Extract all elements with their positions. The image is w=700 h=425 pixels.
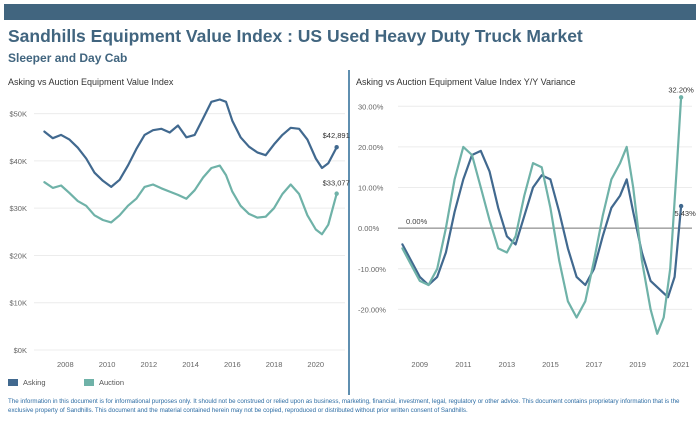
x-tick-label: 2016 [224,360,241,369]
y-tick-label: $50K [9,110,27,119]
y-tick-label: -10.00% [358,265,386,274]
y-tick-label: 0.00% [358,224,380,233]
series-line-auction [43,164,338,236]
x-tick-label: 2019 [629,360,646,369]
disclaimer-text: The information in this document is for … [8,398,680,414]
series-end-point-asking [678,203,684,209]
y-tick-label: 10.00% [358,184,384,193]
x-tick-label: 2015 [542,360,559,369]
legend-auction-label: Auction [99,378,125,387]
series-line-asking [401,149,683,299]
series-end-point-auction [678,95,684,100]
series-end-point-asking [334,145,339,150]
x-tick-label: 2020 [307,360,324,369]
y-tick-label: $10K [9,299,27,308]
y-tick-label: 30.00% [358,102,384,111]
x-tick-label: 2018 [266,360,283,369]
x-tick-label: 2009 [411,360,428,369]
y-tick-label: $40K [9,157,27,166]
x-tick-label: 2010 [99,360,116,369]
header-bar [4,4,696,20]
x-tick-label: 2017 [586,360,603,369]
end-value-label: 5.43% [674,209,696,218]
x-tick-label: 2014 [182,360,199,369]
series-line-auction [401,96,683,335]
y-tick-label: $0K [14,346,27,355]
legend-asking-label: Asking [23,378,46,387]
series-line-asking [43,98,338,188]
end-value-label: $33,077 [323,179,350,188]
legend-asking-swatch [8,379,18,386]
zero-line-label: 0.00% [406,217,428,226]
right-chart-title: Asking vs Auction Equipment Value Index … [356,77,576,87]
y-tick-label: $30K [9,204,27,213]
x-tick-label: 2021 [673,360,690,369]
yoy-variance-chart: -20.00% -10.00% 0.00% 10.00% 20.00% 30.00% 200… [358,85,696,369]
end-value-label: 32.20% [668,85,694,94]
end-value-label: $42,891 [323,131,350,140]
panel-divider [348,70,350,395]
page-subtitle: Sleeper and Day Cab [8,51,128,65]
x-tick-label: 2012 [140,360,157,369]
y-tick-label: 20.00% [358,143,384,152]
y-tick-label: -20.00% [358,305,386,314]
series-end-point-auction [334,191,339,196]
page-title: Sandhills Equipment Value Index : US Use… [8,26,583,46]
left-chart-title: Asking vs Auction Equipment Value Index [8,77,174,87]
legend-auction-swatch [84,379,94,386]
value-index-chart: $0K $10K $20K $30K $40K $50K 2008 2010 2012 2014 2… [9,98,350,369]
x-tick-label: 2011 [455,360,471,369]
y-tick-label: $20K [9,251,27,260]
x-tick-label: 2013 [499,360,516,369]
x-tick-label: 2008 [57,360,74,369]
legend-asking: Asking [8,378,46,387]
legend-auction: Auction [84,378,124,387]
